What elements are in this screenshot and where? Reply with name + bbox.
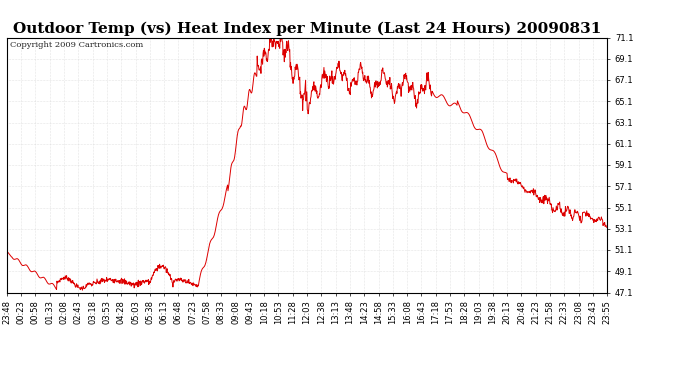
Text: Copyright 2009 Cartronics.com: Copyright 2009 Cartronics.com — [10, 41, 143, 50]
Title: Outdoor Temp (vs) Heat Index per Minute (Last 24 Hours) 20090831: Outdoor Temp (vs) Heat Index per Minute … — [13, 22, 601, 36]
